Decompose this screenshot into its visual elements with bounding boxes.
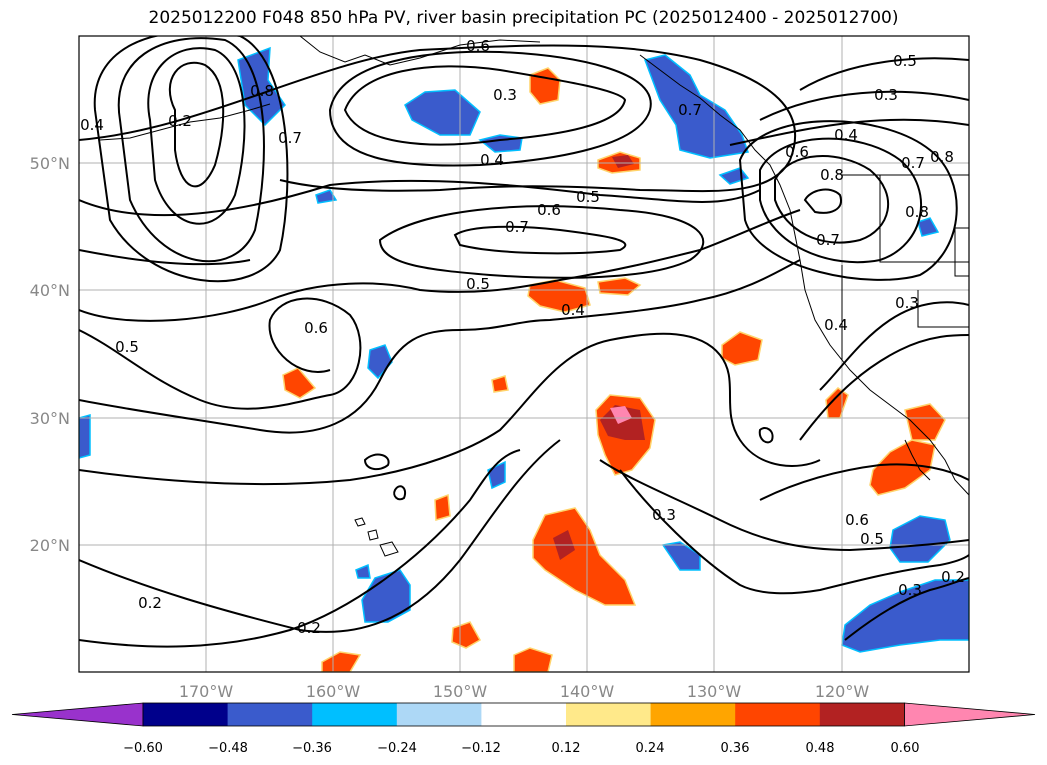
colorbar-tick-label: −0.12 (461, 741, 501, 756)
lat-label: 50°N (30, 154, 70, 173)
contour-label: 0.5 (115, 338, 139, 356)
map-frame (78, 35, 970, 673)
colorbar-segment (312, 703, 398, 726)
colorbar-tick-label: 0.60 (891, 741, 920, 756)
contour-label: 0.4 (561, 301, 585, 319)
contour-label: 0.8 (930, 148, 954, 166)
contour-label: 0.2 (138, 594, 162, 612)
colorbar-segment (566, 703, 652, 726)
contour-label: 0.4 (80, 116, 104, 134)
contour-label: 0.8 (905, 203, 929, 221)
colorbar-segment (735, 703, 821, 726)
pv-contours (79, 36, 969, 648)
contour-label: 0.2 (168, 112, 192, 130)
colorbar-border (142, 702, 905, 727)
colorbar (11, 702, 1036, 727)
contour-label: 0.6 (845, 511, 869, 529)
contour-label: 0.4 (834, 126, 858, 144)
contour-label: 0.3 (493, 86, 517, 104)
lat-label: 40°N (30, 281, 70, 300)
map-title: 2025012200 F048 850 hPa PV, river basin … (148, 8, 899, 28)
contour-labels: 0.6 0.5 0.3 0.3 0.4 0.4 0.5 0.6 0.7 0.5 … (80, 37, 965, 637)
hawaii-islands (354, 517, 399, 557)
contour-label: 0.4 (480, 151, 504, 169)
contour-label: 0.6 (466, 37, 490, 55)
contour-label: 0.8 (250, 82, 274, 100)
colorbar-ticks: −0.60 −0.48 −0.36 −0.24 −0.12 0.12 0.24 … (123, 741, 919, 756)
lon-labels: 170°W 160°W 150°W 140°W 130°W 120°W (179, 682, 870, 701)
colorbar-tick-label: 0.24 (636, 741, 665, 756)
colorbar-segment (481, 703, 567, 726)
contour-label: 0.6 (537, 201, 561, 219)
lon-label: 130°W (687, 682, 742, 701)
positive-pc-shading (282, 67, 946, 672)
colorbar-segment (143, 703, 229, 726)
contour-label: 0.7 (901, 154, 925, 172)
contour-label: 0.5 (466, 275, 490, 293)
contour-label: 0.2 (941, 568, 965, 586)
lon-label: 160°W (306, 682, 361, 701)
colorbar-extend-max (904, 702, 1036, 727)
contour-label: 0.6 (785, 143, 809, 161)
colorbar-segment (227, 703, 313, 726)
lat-labels: 50°N 40°N 30°N 20°N (30, 154, 70, 555)
colorbar-extend-min (11, 702, 144, 727)
colorbar-tick-label: −0.48 (208, 741, 248, 756)
colorbar-tick-label: −0.60 (123, 741, 163, 756)
contour-label: 0.7 (505, 218, 529, 236)
lon-label: 140°W (560, 682, 615, 701)
colorbar-tick-label: 0.12 (552, 741, 581, 756)
contour-label: 0.3 (874, 86, 898, 104)
colorbar-segment (396, 703, 482, 726)
contour-label: 0.7 (678, 101, 702, 119)
contour-label: 0.5 (576, 188, 600, 206)
contour-label: 0.5 (860, 530, 884, 548)
contour-label: 0.3 (652, 506, 676, 524)
contour-label: 0.5 (893, 52, 917, 70)
lon-label: 150°W (433, 682, 488, 701)
lon-label: 120°W (815, 682, 870, 701)
contour-label: 0.3 (895, 294, 919, 312)
map-plot-area (79, 36, 969, 672)
contour-label: 0.6 (304, 319, 328, 337)
contour-label: 0.7 (816, 231, 840, 249)
contour-label: 0.8 (820, 166, 844, 184)
lat-label: 20°N (30, 536, 70, 555)
contour-label: 0.4 (824, 316, 848, 334)
contour-label: 0.2 (297, 619, 321, 637)
colorbar-tick-label: 0.48 (806, 741, 835, 756)
graticule (79, 36, 969, 672)
colorbar-tick-label: −0.36 (292, 741, 332, 756)
lat-label: 30°N (30, 409, 70, 428)
colorbar-segment (819, 703, 905, 726)
contour-label: 0.3 (898, 581, 922, 599)
colorbar-tick-label: −0.24 (377, 741, 417, 756)
lon-label: 170°W (179, 682, 234, 701)
colorbar-tick-label: 0.36 (721, 741, 750, 756)
colorbar-segment (650, 703, 736, 726)
contour-label: 0.7 (278, 129, 302, 147)
